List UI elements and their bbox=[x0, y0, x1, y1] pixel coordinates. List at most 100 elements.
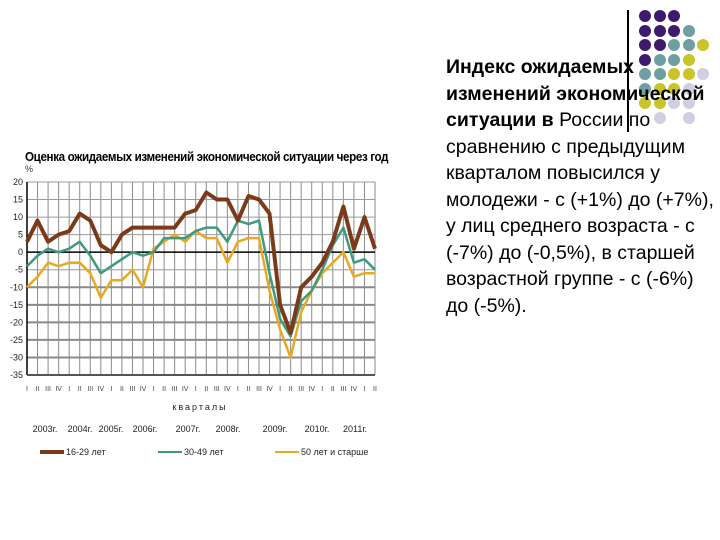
decorative-dot-grid bbox=[639, 10, 719, 130]
decorative-dot bbox=[653, 68, 666, 80]
x-year-label: 2007г. bbox=[176, 424, 201, 434]
decorative-dot bbox=[653, 82, 666, 95]
y-tick-label: -5 bbox=[15, 265, 23, 275]
series-line-1 bbox=[26, 219, 376, 338]
slide-body-text: Индекс ожидаемых изменений экономической… bbox=[446, 54, 716, 319]
decorative-dot bbox=[639, 53, 651, 66]
x-quarter-label: IV bbox=[224, 386, 231, 393]
series-line-2 bbox=[26, 229, 375, 359]
decorative-dot bbox=[682, 68, 695, 80]
x-quarter-label: III bbox=[298, 386, 304, 393]
x-quarter-label: IV bbox=[308, 386, 315, 393]
legend-label: 30-49 лет bbox=[184, 447, 224, 457]
decorative-dot bbox=[668, 10, 680, 22]
decorative-dot bbox=[653, 24, 666, 37]
decorative-dot bbox=[682, 82, 695, 95]
decorative-dot bbox=[639, 39, 651, 51]
x-quarter-label: II bbox=[331, 386, 335, 393]
x-quarter-label: III bbox=[45, 386, 51, 393]
decorative-dot bbox=[668, 68, 680, 80]
x-axis-title: кварталы bbox=[172, 402, 227, 412]
x-quarter-label: I bbox=[153, 386, 155, 393]
decorative-dot bbox=[682, 97, 695, 109]
decorative-dot bbox=[639, 10, 651, 22]
x-quarter-label: III bbox=[87, 386, 93, 393]
decorative-dot bbox=[639, 82, 651, 95]
y-tick-label: -10 bbox=[10, 282, 23, 292]
chart-unit-label: % bbox=[25, 164, 34, 174]
x-quarter-label: I bbox=[363, 386, 365, 393]
x-year-label: 2004г. bbox=[68, 424, 93, 434]
x-quarter-label: IV bbox=[266, 386, 273, 393]
decorative-dot bbox=[653, 111, 666, 124]
x-quarter-label: III bbox=[214, 386, 220, 393]
y-tick-label: -30 bbox=[10, 352, 23, 362]
y-tick-label: -35 bbox=[10, 370, 23, 380]
decorative-dot bbox=[682, 39, 695, 51]
x-quarter-label: II bbox=[373, 386, 377, 393]
x-quarter-label: II bbox=[78, 386, 82, 393]
x-quarter-label: III bbox=[340, 386, 346, 393]
x-quarter-label: IV bbox=[182, 386, 189, 393]
y-tick-label: 10 bbox=[13, 212, 23, 222]
decorative-dot bbox=[697, 68, 709, 80]
decorative-dot bbox=[682, 24, 695, 37]
x-quarter-label: III bbox=[172, 386, 178, 393]
decorative-dot bbox=[682, 111, 695, 124]
x-quarter-label: III bbox=[130, 386, 136, 393]
slide-heading-bold: Индекс ожидаемых изменений экономической… bbox=[446, 56, 705, 131]
x-year-label: 2003г. bbox=[33, 424, 58, 434]
x-quarter-label: IV bbox=[140, 386, 147, 393]
x-quarter-label: I bbox=[237, 386, 239, 393]
x-year-label: 2006г. bbox=[133, 424, 158, 434]
slide-heading-rest: России по сравнению с предыдущим квартал… bbox=[446, 109, 714, 317]
decorative-dot bbox=[668, 97, 680, 109]
decorative-dot bbox=[668, 24, 680, 37]
x-year-label: 2010г. bbox=[305, 424, 330, 434]
x-quarter-label: I bbox=[110, 386, 112, 393]
x-year-label: 2011г. bbox=[343, 424, 367, 434]
series-line-0 bbox=[25, 190, 377, 335]
y-tick-label: 0 bbox=[18, 247, 23, 257]
y-tick-label: -20 bbox=[10, 317, 23, 327]
x-quarter-label: I bbox=[279, 386, 281, 393]
x-quarter-label: II bbox=[204, 386, 208, 393]
decorative-dot bbox=[697, 39, 709, 51]
legend-label: 50 лет и старше bbox=[301, 447, 368, 457]
x-year-label: 2009г. bbox=[263, 424, 288, 434]
decorative-dot bbox=[653, 10, 666, 22]
decorative-vertical-line bbox=[627, 10, 629, 132]
x-quarter-label: II bbox=[120, 386, 124, 393]
decorative-dot bbox=[668, 82, 680, 95]
decorative-dot bbox=[668, 39, 680, 51]
decorative-dot bbox=[653, 39, 666, 51]
x-quarter-label: II bbox=[289, 386, 293, 393]
decorative-dot bbox=[653, 53, 666, 66]
chart-title: Оценка ожидаемых изменений экономической… bbox=[25, 150, 389, 164]
x-quarter-label: I bbox=[68, 386, 70, 393]
decorative-dot bbox=[682, 53, 695, 66]
x-quarter-label: IV bbox=[351, 386, 358, 393]
x-quarter-label: II bbox=[247, 386, 251, 393]
x-quarter-label: I bbox=[321, 386, 323, 393]
x-quarter-label: I bbox=[195, 386, 197, 393]
decorative-dot bbox=[668, 53, 680, 66]
x-quarter-label: IV bbox=[55, 386, 62, 393]
x-quarter-label: III bbox=[256, 386, 262, 393]
y-tick-label: -25 bbox=[10, 335, 23, 345]
decorative-dot bbox=[653, 97, 666, 109]
decorative-dot bbox=[639, 97, 651, 109]
decorative-dot bbox=[639, 68, 651, 80]
line-chart: Оценка ожидаемых изменений экономической… bbox=[0, 140, 400, 470]
x-quarter-label: II bbox=[162, 386, 166, 393]
y-tick-label: 5 bbox=[18, 230, 23, 240]
legend-label: 16-29 лет bbox=[66, 447, 106, 457]
x-year-label: 2005г. bbox=[99, 424, 124, 434]
y-tick-label: -15 bbox=[10, 300, 23, 310]
x-quarter-label: I bbox=[26, 386, 28, 393]
decorative-dot bbox=[639, 24, 651, 37]
x-year-label: 2008г. bbox=[216, 424, 241, 434]
y-tick-label: 20 bbox=[13, 177, 23, 187]
y-tick-label: 15 bbox=[13, 195, 23, 205]
